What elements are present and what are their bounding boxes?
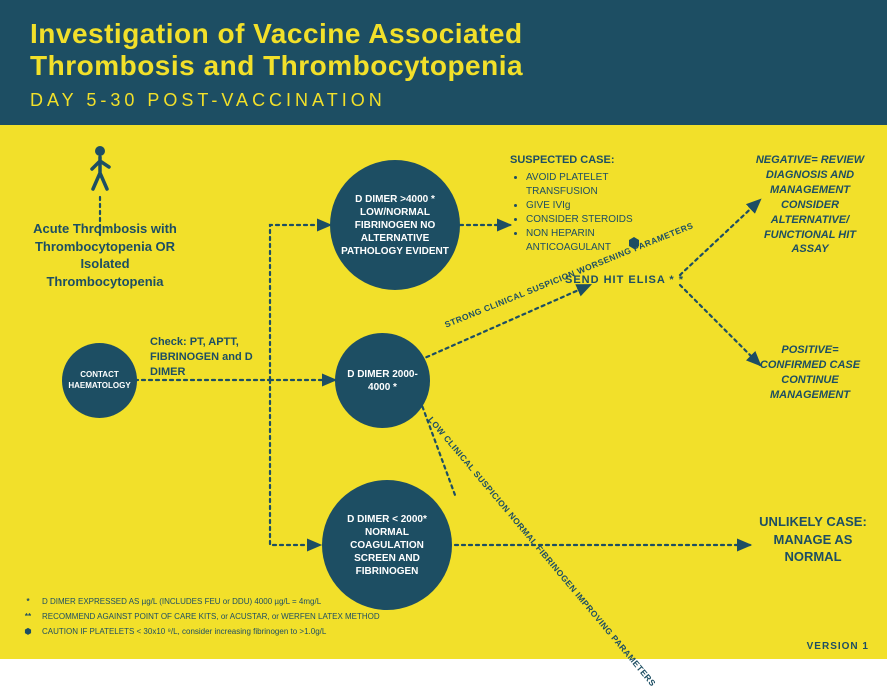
suspected-item: GIVE IVIg	[526, 199, 660, 213]
version-label: VERSION 1	[807, 641, 869, 652]
positive-outcome: POSITIVE= CONFIRMED CASE CONTINUE MANAGE…	[755, 343, 865, 402]
header: Investigation of Vaccine Associated Thro…	[0, 0, 887, 125]
contact-haematology-circle: CONTACT HAEMATOLOGY	[62, 343, 137, 418]
send-hit-elisa: SEND HIT ELISA * *	[565, 273, 684, 288]
subtitle: DAY 5-30 POST-VACCINATION	[30, 90, 857, 111]
ddimer-mid-circle: D DIMER 2000-4000 *	[335, 333, 430, 428]
suspected-item: CONSIDER STEROIDS	[526, 213, 660, 227]
flowchart-canvas: Acute Thrombosis with Thrombocytopenia O…	[0, 125, 887, 662]
negative-outcome: NEGATIVE= REVIEW DIAGNOSIS AND MANAGEMEN…	[750, 153, 870, 257]
footnote-text: CAUTION IF PLATELETS < 30x10 ⁹/L, consid…	[42, 626, 326, 639]
footnote-mark: ⬢	[20, 626, 36, 639]
footnote-text: RECOMMEND AGAINST POINT OF CARE KITS, or…	[42, 611, 380, 624]
check-text: Check: PT, APTT, FIBRINOGEN and D DIMER	[150, 335, 260, 380]
footnote-mark: *	[20, 596, 36, 609]
person-icon	[85, 145, 115, 191]
ddimer-low-circle: D DIMER < 2000* NORMAL COAGULATION SCREE…	[322, 480, 452, 610]
title-line-2: Thrombosis and Thrombocytopenia	[30, 50, 857, 82]
footnote-mark: **	[20, 611, 36, 624]
footnotes: * D DIMER EXPRESSED AS µg/L (INCLUDES FEU…	[20, 596, 380, 640]
title-line-1: Investigation of Vaccine Associated	[30, 18, 857, 50]
diag-down-label: LOW CLINICAL SUSPICION NORMAL FIBRINOGEN…	[426, 415, 658, 689]
suspected-item: AVOID PLATELET TRANSFUSION	[526, 171, 660, 199]
entry-text: Acute Thrombosis with Thrombocytopenia O…	[30, 220, 180, 290]
footnote-text: D DIMER EXPRESSED AS µg/L (INCLUDES FEU …	[42, 596, 321, 609]
suspected-header: SUSPECTED CASE:	[510, 153, 660, 168]
ddimer-high-circle: D DIMER >4000 * LOW/NORMAL FIBRINOGEN NO…	[330, 160, 460, 290]
unlikely-outcome: UNLIKELY CASE: MANAGE AS NORMAL	[758, 513, 868, 566]
